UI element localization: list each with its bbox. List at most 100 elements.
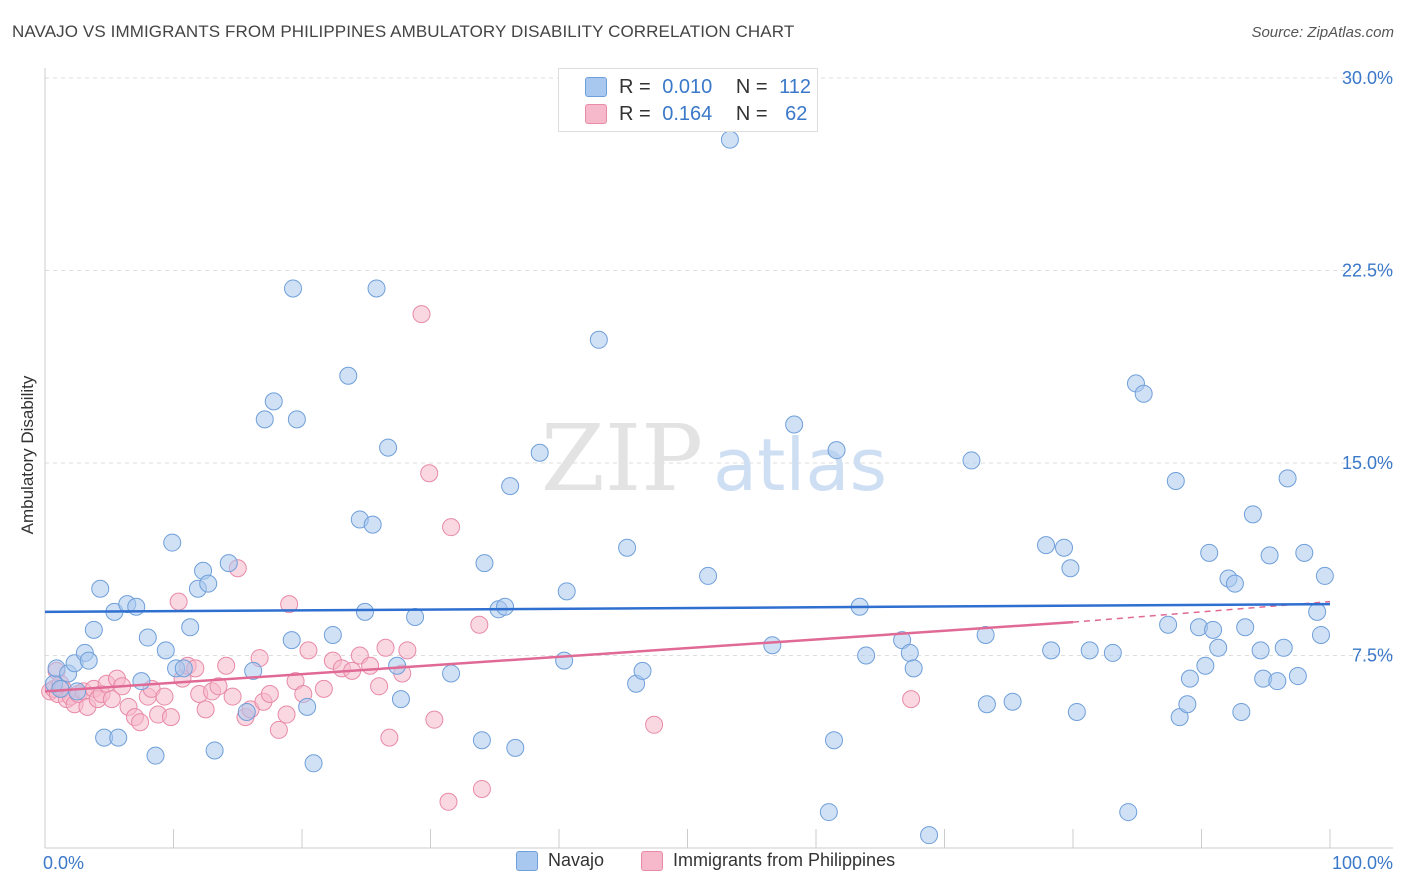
- legend-navajo-swatch: [516, 850, 538, 871]
- navajo-r-label: R =: [619, 75, 651, 98]
- navajo-point-97: [1209, 638, 1228, 657]
- philippines-point-25: [155, 687, 174, 706]
- philippines-swatch: [585, 104, 607, 124]
- navajo-point-105: [1260, 546, 1279, 565]
- navajo-point-102: [1243, 505, 1262, 524]
- navajo-point-75: [976, 625, 995, 644]
- watermark-zip: ZIP: [541, 405, 703, 512]
- navajo-point-99: [1225, 574, 1244, 593]
- legend-philippines-swatch: [641, 850, 663, 871]
- navajo-point-40: [355, 602, 374, 621]
- tick-labels: 7.5% 15.0% 22.5% 30.0% 0.0% 100.0%: [43, 68, 1393, 873]
- navajo-point-9: [91, 579, 110, 598]
- navajo-point-32: [282, 631, 301, 650]
- stats-legend: R = 0.010 N = 112 R = 0.164 N = 62: [558, 68, 818, 132]
- y-tick-label-0: 7.5%: [1352, 646, 1393, 666]
- series-legend: Navajo Immigrants from Philippines: [0, 850, 1406, 880]
- philippines-point-42: [260, 685, 279, 703]
- legend-item-navajo[interactable]: Navajo: [516, 850, 604, 871]
- navajo-point-62: [720, 130, 739, 149]
- navajo-point-78: [1037, 536, 1056, 555]
- philippines-trend-line: [44, 620, 1074, 693]
- navajo-point-48: [472, 731, 491, 750]
- navajo-point-35: [298, 697, 317, 716]
- navajo-point-33: [284, 279, 303, 298]
- navajo-point-73: [920, 826, 939, 845]
- navajo-point-89: [1166, 471, 1185, 490]
- philippines-r-value: 0.164: [662, 102, 713, 125]
- legend-item-philippines[interactable]: Immigrants from Philippines: [641, 850, 895, 871]
- philippines-point-63: [439, 792, 458, 811]
- philippines-point-45: [280, 595, 299, 614]
- navajo-point-74: [962, 451, 981, 470]
- navajo-point-77: [1003, 692, 1022, 711]
- navajo-swatch: [585, 77, 607, 97]
- navajo-point-81: [1061, 559, 1080, 578]
- philippines-point-55: [370, 677, 389, 696]
- navajo-point-14: [127, 597, 146, 616]
- philippines-point-64: [442, 518, 461, 537]
- y-tick-label-3: 30.0%: [1342, 68, 1393, 88]
- philippines-r-label: R =: [619, 102, 651, 125]
- philippines-point-59: [398, 641, 417, 660]
- navajo-point-38: [339, 366, 358, 385]
- navajo-point-56: [557, 582, 576, 601]
- navajo-point-101: [1236, 618, 1255, 637]
- watermark: ZIP atlas: [541, 405, 887, 512]
- philippines-point-62: [425, 710, 444, 729]
- philippines-point-32: [196, 700, 215, 719]
- navajo-point-37: [323, 625, 342, 644]
- navajo-point-95: [1200, 543, 1219, 562]
- navajo-point-57: [589, 330, 608, 349]
- navajo-r-value: 0.010: [662, 75, 713, 98]
- philippines-point-16: [102, 690, 121, 709]
- navajo-n-label: N =: [735, 75, 768, 98]
- navajo-point-12: [109, 728, 128, 747]
- navajo-point-8: [84, 620, 103, 639]
- navajo-point-112: [1312, 625, 1331, 644]
- navajo-point-17: [146, 746, 165, 765]
- trend-lines: [44, 600, 1331, 693]
- navajo-point-83: [1080, 641, 1099, 660]
- philippines-point-56: [376, 638, 395, 657]
- navajo-point-107: [1274, 638, 1293, 657]
- navajo-point-46: [406, 608, 425, 626]
- navajo-point-100: [1232, 702, 1251, 721]
- philippines-point-34: [209, 677, 228, 696]
- navajo-point-109: [1288, 667, 1307, 686]
- navajo-point-61: [699, 566, 718, 585]
- philippines-point-26: [161, 708, 180, 727]
- philippines-point-44: [277, 705, 296, 724]
- y-tick-label-2: 22.5%: [1342, 261, 1393, 281]
- navajo-point-80: [1055, 538, 1074, 557]
- watermark-atlas: atlas: [713, 423, 887, 507]
- navajo-point-28: [237, 702, 256, 721]
- navajo-point-45: [391, 690, 410, 709]
- philippines-point-49: [314, 679, 333, 698]
- navajo-point-21: [174, 659, 193, 678]
- legend-philippines-label: Immigrants from Philippines: [673, 850, 896, 870]
- navajo-n-value: 112: [779, 75, 812, 98]
- navajo-point-42: [367, 279, 386, 298]
- navajo-point-31: [264, 392, 283, 411]
- navajo-point-47: [442, 664, 461, 683]
- source-label: Source: ZipAtlas.com: [1251, 24, 1394, 41]
- navajo-point-52: [501, 477, 520, 496]
- navajo-point-54: [530, 443, 549, 462]
- navajo-point-26: [205, 741, 224, 760]
- navajo-point-60: [633, 661, 652, 680]
- series-navajo-points: [44, 130, 1334, 845]
- philippines-point-57: [380, 728, 399, 747]
- navajo-point-79: [1042, 641, 1061, 660]
- navajo-point-36: [304, 754, 323, 773]
- navajo-point-16: [138, 628, 157, 647]
- legend-navajo-label: Navajo: [548, 850, 605, 870]
- philippines-point-61: [420, 464, 439, 483]
- navajo-point-64: [785, 415, 804, 434]
- navajo-point-76: [977, 695, 996, 714]
- philippines-n-label: N =: [735, 102, 768, 125]
- x-tick-label-max: 100.0%: [1332, 853, 1393, 873]
- navajo-point-7: [79, 651, 98, 670]
- axes: [44, 68, 1393, 849]
